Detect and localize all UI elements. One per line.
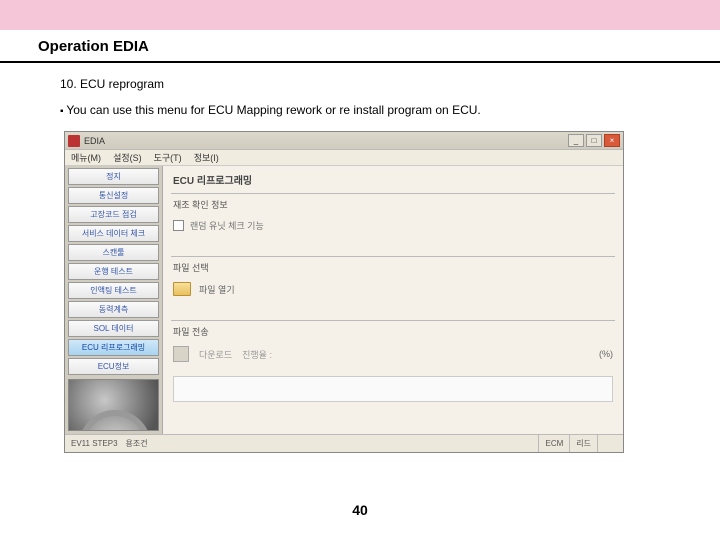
sidebar-item-dyno[interactable]: 동력계측 (68, 301, 159, 318)
download-label[interactable]: 다운로드 (199, 348, 232, 361)
sidebar-item-drivetest[interactable]: 운행 테스트 (68, 263, 159, 280)
status-cell: ECM (538, 435, 569, 452)
app-window: EDIA _ □ × 메뉴(M) 설정(S) 도구(T) 정보(I) 정지 통신… (64, 131, 624, 453)
sidebar-item-sol[interactable]: SOL 데이터 (68, 320, 159, 337)
sidebar: 정지 통신설정 고장코드 점검 서비스 데이터 체크 스캔툴 운행 테스트 인액… (65, 166, 163, 434)
sidebar-item-ecuinfo[interactable]: ECU정보 (68, 358, 159, 375)
menu-item[interactable]: 메뉴(M) (71, 151, 101, 164)
progress-pct: (%) (599, 349, 613, 359)
sidebar-item-stop[interactable]: 정지 (68, 168, 159, 185)
main-panel: ECU 리프로그래밍 재조 확인 정보 랜덤 유닛 체크 기능 파일 선택 파일… (163, 166, 623, 434)
status-left: EV11 STEP3 (71, 439, 118, 448)
progress-name: 진행율 : (242, 348, 272, 361)
group-file-select: 파일 선택 파일 열기 (171, 256, 615, 316)
section-number: 10. ECU reprogram (60, 77, 670, 91)
group-file-transfer: 파일 전송 다운로드 진행율 : (%) (171, 320, 615, 408)
menu-item[interactable]: 정보(I) (194, 151, 219, 164)
sidebar-item-service[interactable]: 서비스 데이터 체크 (68, 225, 159, 242)
random-check-label: 랜덤 유닛 체크 기능 (190, 219, 264, 232)
status-left2: 용조건 (126, 438, 148, 449)
sidebar-item-reprogram[interactable]: ECU 리프로그래밍 (68, 339, 159, 356)
minimize-button[interactable]: _ (568, 134, 584, 147)
maximize-button[interactable]: □ (586, 134, 602, 147)
sidebar-image (68, 379, 159, 431)
panel-title: ECU 리프로그래밍 (173, 172, 615, 187)
group-verify: 재조 확인 정보 랜덤 유닛 체크 기능 (171, 193, 615, 252)
section-bullet: You can use this menu for ECU Mapping re… (60, 103, 670, 117)
sidebar-item-dtc[interactable]: 고장코드 점검 (68, 206, 159, 223)
app-icon (68, 135, 80, 147)
status-cell: 리드 (569, 435, 597, 452)
group-verify-label: 재조 확인 정보 (173, 198, 613, 211)
menu-item[interactable]: 도구(T) (154, 151, 182, 164)
page-title: Operation EDIA (38, 38, 149, 55)
sidebar-item-comm[interactable]: 통신설정 (68, 187, 159, 204)
folder-icon[interactable] (173, 282, 191, 296)
app-titlebar: EDIA _ □ × (65, 132, 623, 150)
group-file-label: 파일 선택 (173, 261, 613, 274)
app-menubar: 메뉴(M) 설정(S) 도구(T) 정보(I) (65, 150, 623, 166)
menu-item[interactable]: 설정(S) (113, 151, 142, 164)
close-button[interactable]: × (604, 134, 620, 147)
header-band (0, 0, 720, 30)
sidebar-item-scan[interactable]: 스캔툴 (68, 244, 159, 261)
status-cell (597, 435, 617, 452)
download-icon[interactable] (173, 346, 189, 362)
random-check-checkbox[interactable] (173, 220, 184, 231)
group-transfer-label: 파일 전송 (173, 325, 613, 338)
sidebar-item-acttest[interactable]: 인액팅 테스트 (68, 282, 159, 299)
statusbar: EV11 STEP3 용조건 ECM 리드 (65, 434, 623, 452)
file-open-label[interactable]: 파일 열기 (199, 283, 235, 296)
page-number: 40 (0, 502, 720, 518)
app-title: EDIA (84, 136, 105, 146)
progress-bar (173, 376, 613, 402)
